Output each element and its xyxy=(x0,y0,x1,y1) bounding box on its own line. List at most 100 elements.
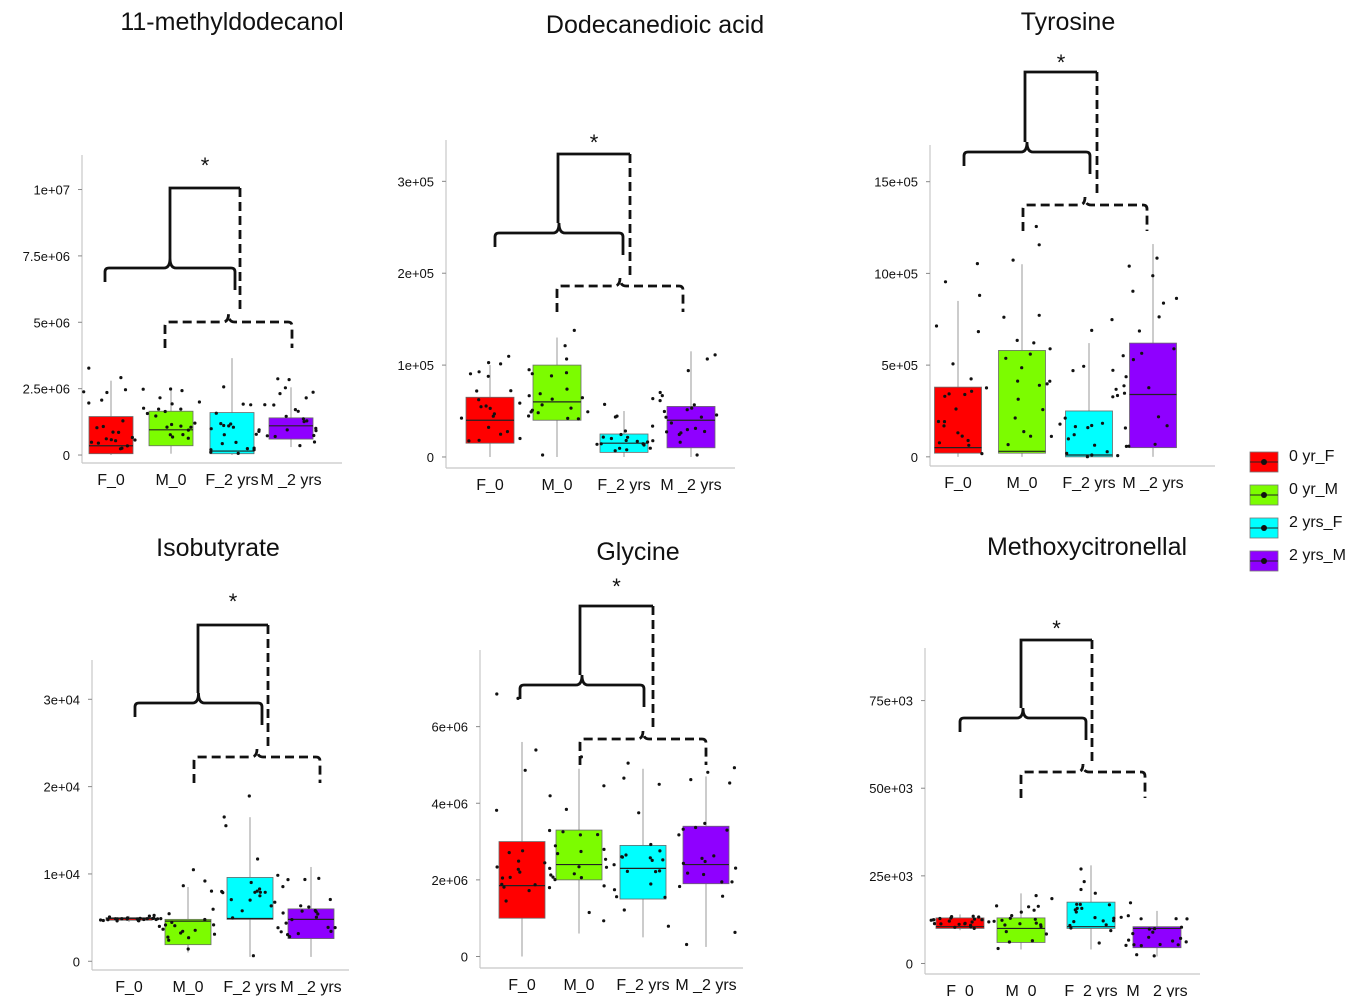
data-point xyxy=(942,424,946,428)
data-point xyxy=(252,448,256,452)
data-point xyxy=(1011,258,1015,262)
data-point xyxy=(287,378,291,382)
bracket-female-group xyxy=(518,674,646,707)
data-point xyxy=(1109,929,1113,933)
data-point xyxy=(1027,905,1031,909)
data-point xyxy=(637,811,641,815)
data-point xyxy=(1007,940,1012,944)
data-point xyxy=(626,435,630,439)
data-point xyxy=(300,909,304,913)
data-point xyxy=(686,871,690,875)
data-point xyxy=(167,912,171,916)
data-point xyxy=(530,408,535,412)
data-point xyxy=(1135,953,1139,957)
data-point xyxy=(626,761,630,765)
data-point xyxy=(536,411,540,415)
data-point xyxy=(1101,919,1105,923)
box-0-yr-m xyxy=(996,917,1046,943)
data-point xyxy=(115,917,119,921)
data-point xyxy=(286,878,290,882)
y-tick-label: 1e+07 xyxy=(33,183,70,198)
data-point xyxy=(963,392,967,397)
y-tick-label: 0 xyxy=(63,448,70,463)
data-point xyxy=(1112,916,1116,920)
data-point xyxy=(569,406,573,410)
data-point xyxy=(599,442,603,446)
data-point xyxy=(258,890,262,894)
data-point xyxy=(548,794,552,798)
data-point xyxy=(251,954,255,958)
data-point xyxy=(1119,915,1123,919)
data-point xyxy=(1122,391,1127,395)
data-point xyxy=(618,446,622,450)
x-tick-label: F_0 xyxy=(508,977,536,994)
data-point xyxy=(278,392,282,396)
data-point xyxy=(712,854,716,858)
data-point xyxy=(942,420,947,424)
data-point xyxy=(236,451,240,455)
data-point xyxy=(151,916,155,921)
data-point xyxy=(133,438,137,442)
data-point xyxy=(690,406,694,410)
bracket-male-group xyxy=(578,730,708,765)
data-point xyxy=(966,438,970,443)
data-point xyxy=(602,884,606,888)
data-point xyxy=(702,872,706,877)
data-point xyxy=(969,925,973,929)
data-point xyxy=(1008,916,1012,920)
data-point xyxy=(615,414,619,418)
x-tick-label: M _2 yrs xyxy=(1126,983,1187,997)
data-point xyxy=(1176,943,1180,947)
legend-label: 0 yr_F xyxy=(1289,448,1335,465)
x-tick-label: M_0 xyxy=(1006,475,1037,492)
data-point xyxy=(147,914,151,918)
chart-title: Dodecanedioic acid xyxy=(546,11,764,39)
data-point xyxy=(1158,942,1162,947)
data-point xyxy=(622,908,626,912)
data-point xyxy=(1069,926,1073,930)
legend-label: 2 yrs_F xyxy=(1289,514,1343,531)
data-point xyxy=(523,768,527,772)
data-point xyxy=(1155,256,1159,260)
data-point xyxy=(1128,901,1133,905)
legend-label: 2 yrs_M xyxy=(1289,547,1346,564)
data-point xyxy=(257,428,261,432)
data-point xyxy=(625,869,630,874)
x-tick-label: F_2 yrs xyxy=(223,979,276,996)
data-point xyxy=(209,448,213,452)
data-point xyxy=(1075,902,1079,906)
box-2-yrs-m xyxy=(287,908,335,939)
chart-panel: Dodecanedioic acid 0 1e+05 2e+05 3e+05 F_0 M_0… xyxy=(397,11,764,494)
data-point xyxy=(720,880,724,884)
legend-swatch-point xyxy=(1261,492,1267,498)
y-tick-label: 15e+05 xyxy=(874,175,918,190)
data-point xyxy=(272,403,276,407)
legend: 0 yr_F 0 yr_M 2 yrs_F 2 yrs_M xyxy=(1249,448,1346,572)
data-point xyxy=(601,435,605,439)
data-point xyxy=(547,886,552,890)
data-point xyxy=(1161,301,1166,305)
data-point xyxy=(109,438,113,442)
data-point xyxy=(120,917,124,921)
x-tick-label: F_0 xyxy=(476,477,504,494)
y-tick-label: 2e+04 xyxy=(43,780,80,795)
data-point xyxy=(1020,366,1024,370)
significance-star: * xyxy=(1052,616,1061,641)
significance-star: * xyxy=(612,574,621,599)
data-point xyxy=(121,419,125,423)
data-point xyxy=(1085,455,1089,459)
data-point xyxy=(209,450,213,454)
data-point xyxy=(957,922,961,926)
chart-title: Methoxycitronellal xyxy=(987,533,1187,561)
data-point xyxy=(658,399,662,403)
data-point xyxy=(527,368,531,372)
data-point xyxy=(1111,395,1115,399)
data-point xyxy=(978,293,982,297)
data-point xyxy=(1041,408,1045,412)
data-point xyxy=(551,875,555,879)
data-point xyxy=(654,870,658,874)
y-tick-label: 50e+03 xyxy=(869,781,913,796)
data-point xyxy=(1123,426,1127,430)
data-point xyxy=(1090,328,1094,332)
data-point xyxy=(665,430,669,434)
